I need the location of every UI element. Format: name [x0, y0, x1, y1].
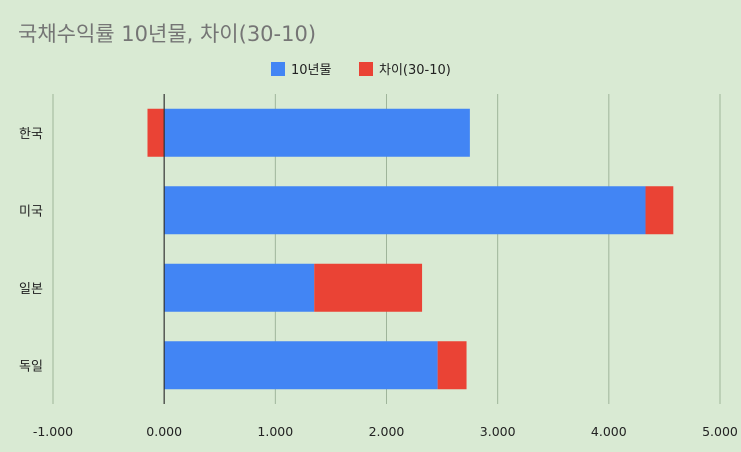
bar [164, 341, 438, 390]
category-label: 한국 [19, 127, 43, 142]
x-tick-label: -1.000 [33, 424, 73, 439]
x-tick-label: 0.000 [146, 424, 182, 439]
x-tick-label: 5.000 [702, 424, 738, 439]
x-tick-label: 4.000 [591, 424, 627, 439]
legend-label-spread: 차이(30-10) [379, 63, 451, 78]
bar [314, 263, 423, 312]
bar [164, 186, 646, 235]
bar [164, 108, 470, 157]
bars [147, 108, 674, 390]
x-tick-label: 2.000 [369, 424, 405, 439]
bar [645, 186, 674, 235]
chart-title: 국채수익률 10년물, 차이(30-10) [18, 22, 316, 46]
legend-label-10y: 10년물 [291, 63, 332, 78]
x-tick-label: 1.000 [257, 424, 293, 439]
legend: 10년물 차이(30-10) [271, 62, 451, 78]
bar [437, 341, 467, 390]
bar [147, 108, 165, 157]
legend-swatch-spread [359, 62, 373, 76]
category-label: 독일 [19, 359, 43, 374]
x-tick-label: 3.000 [480, 424, 516, 439]
category-label: 일본 [19, 282, 43, 297]
category-label: 미국 [19, 204, 43, 219]
bar [164, 263, 315, 312]
legend-swatch-10y [271, 62, 285, 76]
tick-labels: -1.000 0.000 1.000 2.000 3.000 4.000 5.000 [33, 424, 738, 439]
